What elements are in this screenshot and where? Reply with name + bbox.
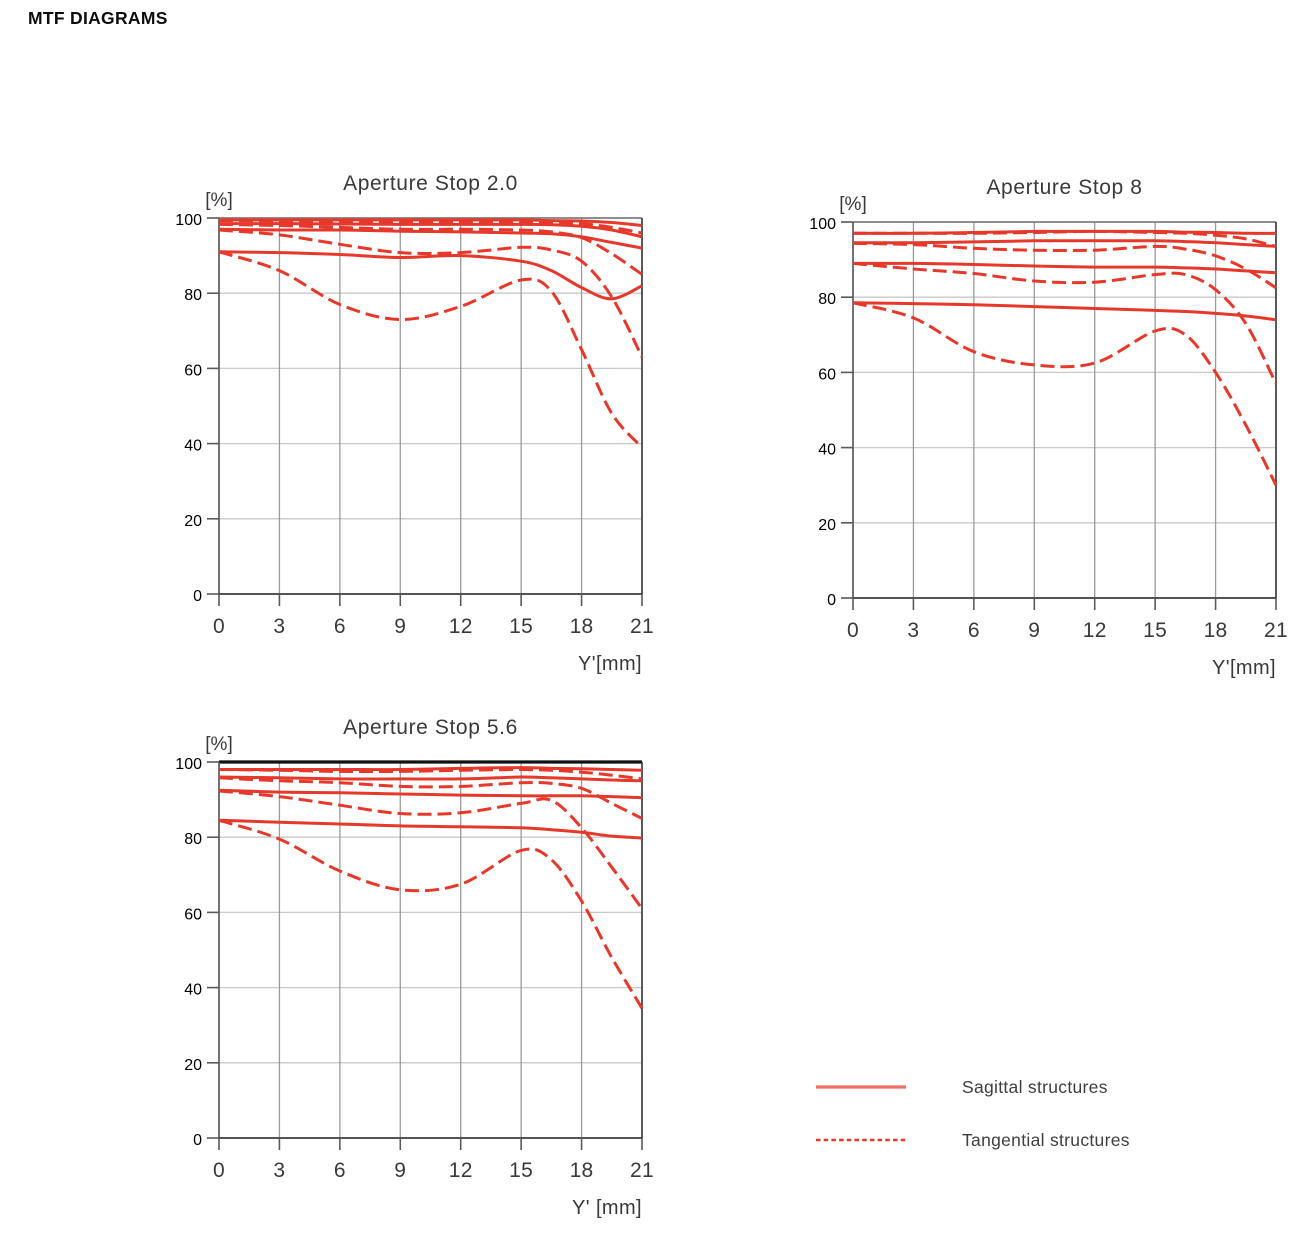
curve-sagittal-curve-3 — [852, 261, 1277, 275]
x-tick-label: 21 — [630, 1159, 654, 1182]
y-tick-label: 80 — [818, 291, 836, 308]
curve-tangential-curve-4 — [218, 818, 644, 1010]
legend-label-tangential: Tangential structures — [962, 1129, 1130, 1150]
curves — [218, 218, 644, 449]
x-tick-label: 18 — [570, 615, 594, 638]
x-tick-label: 6 — [968, 619, 980, 642]
frame — [852, 221, 1277, 599]
y-tick-label: 0 — [827, 592, 836, 609]
curve-sagittal-curve-4 — [218, 250, 643, 301]
grid — [853, 222, 1276, 598]
curve-tangential-curve-1 — [218, 767, 643, 781]
y-tick-label: 60 — [818, 366, 836, 383]
x-tick-label: 18 — [1204, 619, 1228, 642]
y-tick-label: 100 — [809, 216, 836, 233]
frame — [218, 760, 643, 1139]
y-axis-unit-label: [%] — [839, 194, 866, 215]
grid — [219, 218, 642, 594]
y-tick-label: 80 — [184, 287, 202, 304]
y-axis-unit-label: [%] — [205, 190, 232, 211]
curves — [852, 229, 1278, 486]
chart-title: Aperture Stop 5.6 — [343, 716, 518, 739]
x-tick-label: 12 — [1083, 619, 1107, 642]
legend: Sagittal structures Tangential structure… — [815, 1072, 1275, 1178]
x-tick-label: 18 — [570, 1159, 594, 1182]
mtf-chart-aperture-8-canvas: 0 20 40 60 80 100 0 3 6 9 12 15 18 21 Aperture Stop 8 [… — [809, 176, 1288, 679]
y-tick-label: 40 — [184, 982, 202, 999]
sagittal-line-sample-icon — [816, 1085, 906, 1089]
curve-sagittal-curve-2 — [218, 775, 643, 783]
y-tick-label: 80 — [184, 831, 202, 848]
x-tick-label: 0 — [213, 615, 225, 638]
x-tick-label: 21 — [630, 615, 654, 638]
curve-tangential-curve-3 — [852, 261, 1278, 385]
y-tick-label: 60 — [184, 362, 202, 379]
x-tick-label: 0 — [847, 619, 859, 642]
mtf-chart-aperture-2-0: 0 20 40 60 80 100 0 3 6 9 12 15 18 21 Aperture Stop 2.… — [150, 162, 685, 682]
mtf-chart-aperture-5-6: 0 20 40 60 80 100 0 3 6 9 12 15 18 21 Aperture Stop 5.… — [150, 706, 685, 1226]
axis-labels — [207, 761, 643, 1150]
curve-tangential-curve-3 — [218, 789, 644, 910]
y-tick-label: 20 — [184, 1057, 202, 1074]
y-tick-label: 100 — [175, 756, 202, 773]
y-tick-label: 0 — [193, 1132, 202, 1149]
y-tick-label: 100 — [175, 212, 202, 229]
frame — [218, 217, 643, 595]
x-axis-label: Y' [mm] — [572, 1197, 642, 1219]
y-tick-label: 20 — [818, 517, 836, 534]
x-tick-label: 3 — [273, 615, 285, 638]
mtf-chart-aperture-2-0-canvas: 0 20 40 60 80 100 0 3 6 9 12 15 18 21 Aperture Stop 2.… — [175, 172, 654, 675]
x-tick-label: 21 — [1264, 619, 1288, 642]
curves — [218, 766, 644, 1010]
y-tick-label: 60 — [184, 906, 202, 923]
curve-tangential-curve-3 — [218, 228, 644, 358]
page-title: MTF DIAGRAMS — [28, 8, 168, 28]
y-axis-unit-label: [%] — [205, 734, 232, 755]
y-tick-label: 40 — [818, 442, 836, 459]
chart-title: Aperture Stop 2.0 — [343, 172, 518, 195]
tangential-line-sample-icon — [816, 1138, 906, 1142]
x-tick-label: 12 — [449, 615, 473, 638]
x-tick-label: 15 — [1143, 619, 1167, 642]
y-tick-label: 20 — [184, 513, 202, 530]
x-tick-label: 12 — [449, 1159, 473, 1182]
curve-tangential-curve-4 — [852, 301, 1278, 486]
x-tick-label: 6 — [334, 615, 346, 638]
y-tick-label: 0 — [193, 588, 202, 605]
y-tick-label: 40 — [184, 438, 202, 455]
grid — [219, 762, 642, 1138]
curve-tangential-curve-2 — [218, 776, 643, 820]
x-tick-label: 9 — [1028, 619, 1040, 642]
curve-tangential-curve-4 — [218, 250, 644, 449]
curve-sagittal-curve-4 — [852, 301, 1277, 322]
axis-labels — [207, 217, 643, 606]
legend-item-sagittal: Sagittal structures — [815, 1072, 1275, 1102]
curve-tangential-curve-2 — [218, 222, 643, 276]
curve-sagittal-curve-2 — [852, 239, 1277, 248]
curve-sagittal-curve-3 — [218, 227, 643, 250]
curve-tangential-curve-2 — [852, 241, 1277, 290]
axis-labels — [841, 221, 1277, 610]
curve-tangential-curve-1 — [218, 219, 643, 235]
x-tick-label: 3 — [907, 619, 919, 642]
x-axis-label: Y'[mm] — [1212, 657, 1276, 679]
mtf-chart-aperture-8: 0 20 40 60 80 100 0 3 6 9 12 15 18 21 Aperture Stop 8 [… — [784, 166, 1306, 686]
x-axis-label: Y'[mm] — [578, 653, 642, 675]
x-tick-label: 15 — [509, 615, 533, 638]
mtf-chart-aperture-5-6-canvas: 0 20 40 60 80 100 0 3 6 9 12 15 18 21 Aperture Stop 5.… — [175, 716, 654, 1219]
x-tick-label: 6 — [334, 1159, 346, 1182]
x-tick-label: 9 — [394, 615, 406, 638]
legend-label-sagittal: Sagittal structures — [962, 1076, 1108, 1097]
x-tick-label: 0 — [213, 1159, 225, 1182]
x-tick-label: 3 — [273, 1159, 285, 1182]
x-tick-label: 15 — [509, 1159, 533, 1182]
chart-title: Aperture Stop 8 — [986, 176, 1142, 199]
legend-item-tangential: Tangential structures — [815, 1125, 1275, 1155]
x-tick-label: 9 — [394, 1159, 406, 1182]
curve-sagittal-curve-2 — [218, 222, 643, 239]
curve-tangential-curve-1 — [853, 229, 1277, 248]
curve-sagittal-curve-4 — [218, 818, 643, 840]
